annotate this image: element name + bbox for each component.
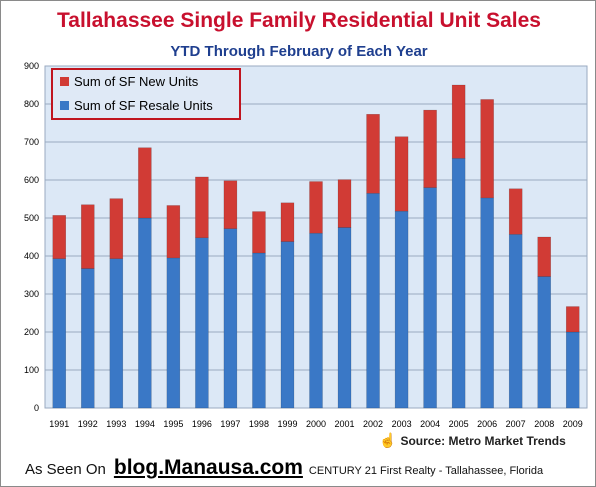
source-text: Source: Metro Market Trends [400,434,566,448]
x-tick-label: 1994 [135,419,155,429]
bar-resale [280,241,295,409]
bar-new [508,188,523,235]
bar-new [223,180,238,229]
x-tick-label: 2007 [506,419,526,429]
bar-new [337,179,352,228]
bar-new [394,136,409,212]
bar-new [52,215,67,259]
bar-new [138,147,152,219]
legend-swatch-resale [60,101,69,110]
bar-resale [337,227,352,409]
chart-subtitle: YTD Through February of Each Year [170,43,428,60]
bar-new [109,198,124,259]
bar-resale [138,217,152,409]
x-tick-label: 2009 [563,419,583,429]
bar-resale [166,257,181,409]
bar-resale [252,252,266,409]
bar-resale [309,232,323,409]
x-tick-label: 1995 [163,419,183,429]
y-tick-label: 600 [24,175,39,185]
x-tick-label: 2001 [335,419,355,429]
x-tick-label: 1998 [249,419,269,429]
x-tick-label: 2006 [477,419,497,429]
bar-resale [451,158,466,409]
legend-swatch-new [60,77,69,86]
bar-new [480,99,494,199]
bar-resale [423,187,437,409]
x-tick-label: 1997 [220,419,240,429]
x-tick-label: 1996 [192,419,212,429]
y-tick-label: 900 [24,61,39,71]
x-tick-label: 1999 [277,419,297,429]
bars [52,84,580,409]
chart-title: Tallahassee Single Family Residential Un… [57,9,541,32]
bar-resale [195,237,209,409]
bar-resale [508,234,523,409]
bar-resale [109,258,124,409]
bar-new [81,204,95,269]
x-tick-label: 2000 [306,419,326,429]
y-axis: 0 100 200 300 400 500 600 700 800 900 [24,61,39,413]
source-note: ☝ Source: Metro Market Trends [379,432,566,449]
legend: Sum of SF New Units Sum of SF Resale Uni… [51,68,241,120]
bar-new [565,306,580,333]
y-tick-label: 200 [24,327,39,337]
bar-resale [366,193,380,409]
footer-banner: As Seen On blog.Manausa.com CENTURY 21 Fir… [25,456,585,482]
bar-resale [480,197,494,409]
bar-resale [565,331,580,409]
y-tick-label: 500 [24,213,39,223]
legend-label-new: Sum of SF New Units [74,74,199,89]
legend-box [51,68,241,120]
y-tick-label: 400 [24,251,39,261]
y-tick-label: 100 [24,365,39,375]
bar-resale [394,210,409,409]
x-tick-label: 2005 [449,419,469,429]
x-tick-label: 1993 [106,419,126,429]
bar-new [195,176,209,239]
hand-pointer-icon: ☝ [379,432,397,448]
x-tick-label: 1992 [78,419,98,429]
bar-new [280,202,295,242]
bar-new [252,211,266,254]
bar-new [309,181,323,234]
x-tick-label: 2008 [534,419,554,429]
x-tick-label: 2003 [392,419,412,429]
y-tick-label: 0 [34,403,39,413]
as-seen-on-text: As Seen On [25,461,106,478]
bar-new [537,236,551,277]
legend-label-resale: Sum of SF Resale Units [74,98,213,113]
bar-new [166,205,181,259]
bar-new [423,109,437,188]
x-tick-label: 1991 [49,419,69,429]
bar-resale [223,228,238,409]
bar-resale [52,258,67,409]
y-tick-label: 800 [24,99,39,109]
x-tick-label: 2002 [363,419,383,429]
x-axis: 1991 1992 1993 1994 1995 1996 1997 1998 1999 2000… [49,419,583,429]
x-tick-label: 2004 [420,419,440,429]
bar-new [451,84,466,159]
y-tick-label: 700 [24,137,39,147]
blog-link[interactable]: blog.Manausa.com [113,456,303,479]
y-tick-label: 300 [24,289,39,299]
bar-resale [537,276,551,409]
bar-resale [81,268,95,409]
bar-new [366,114,380,194]
agency-text: CENTURY 21 First Realty - Tallahassee, F… [308,465,544,477]
